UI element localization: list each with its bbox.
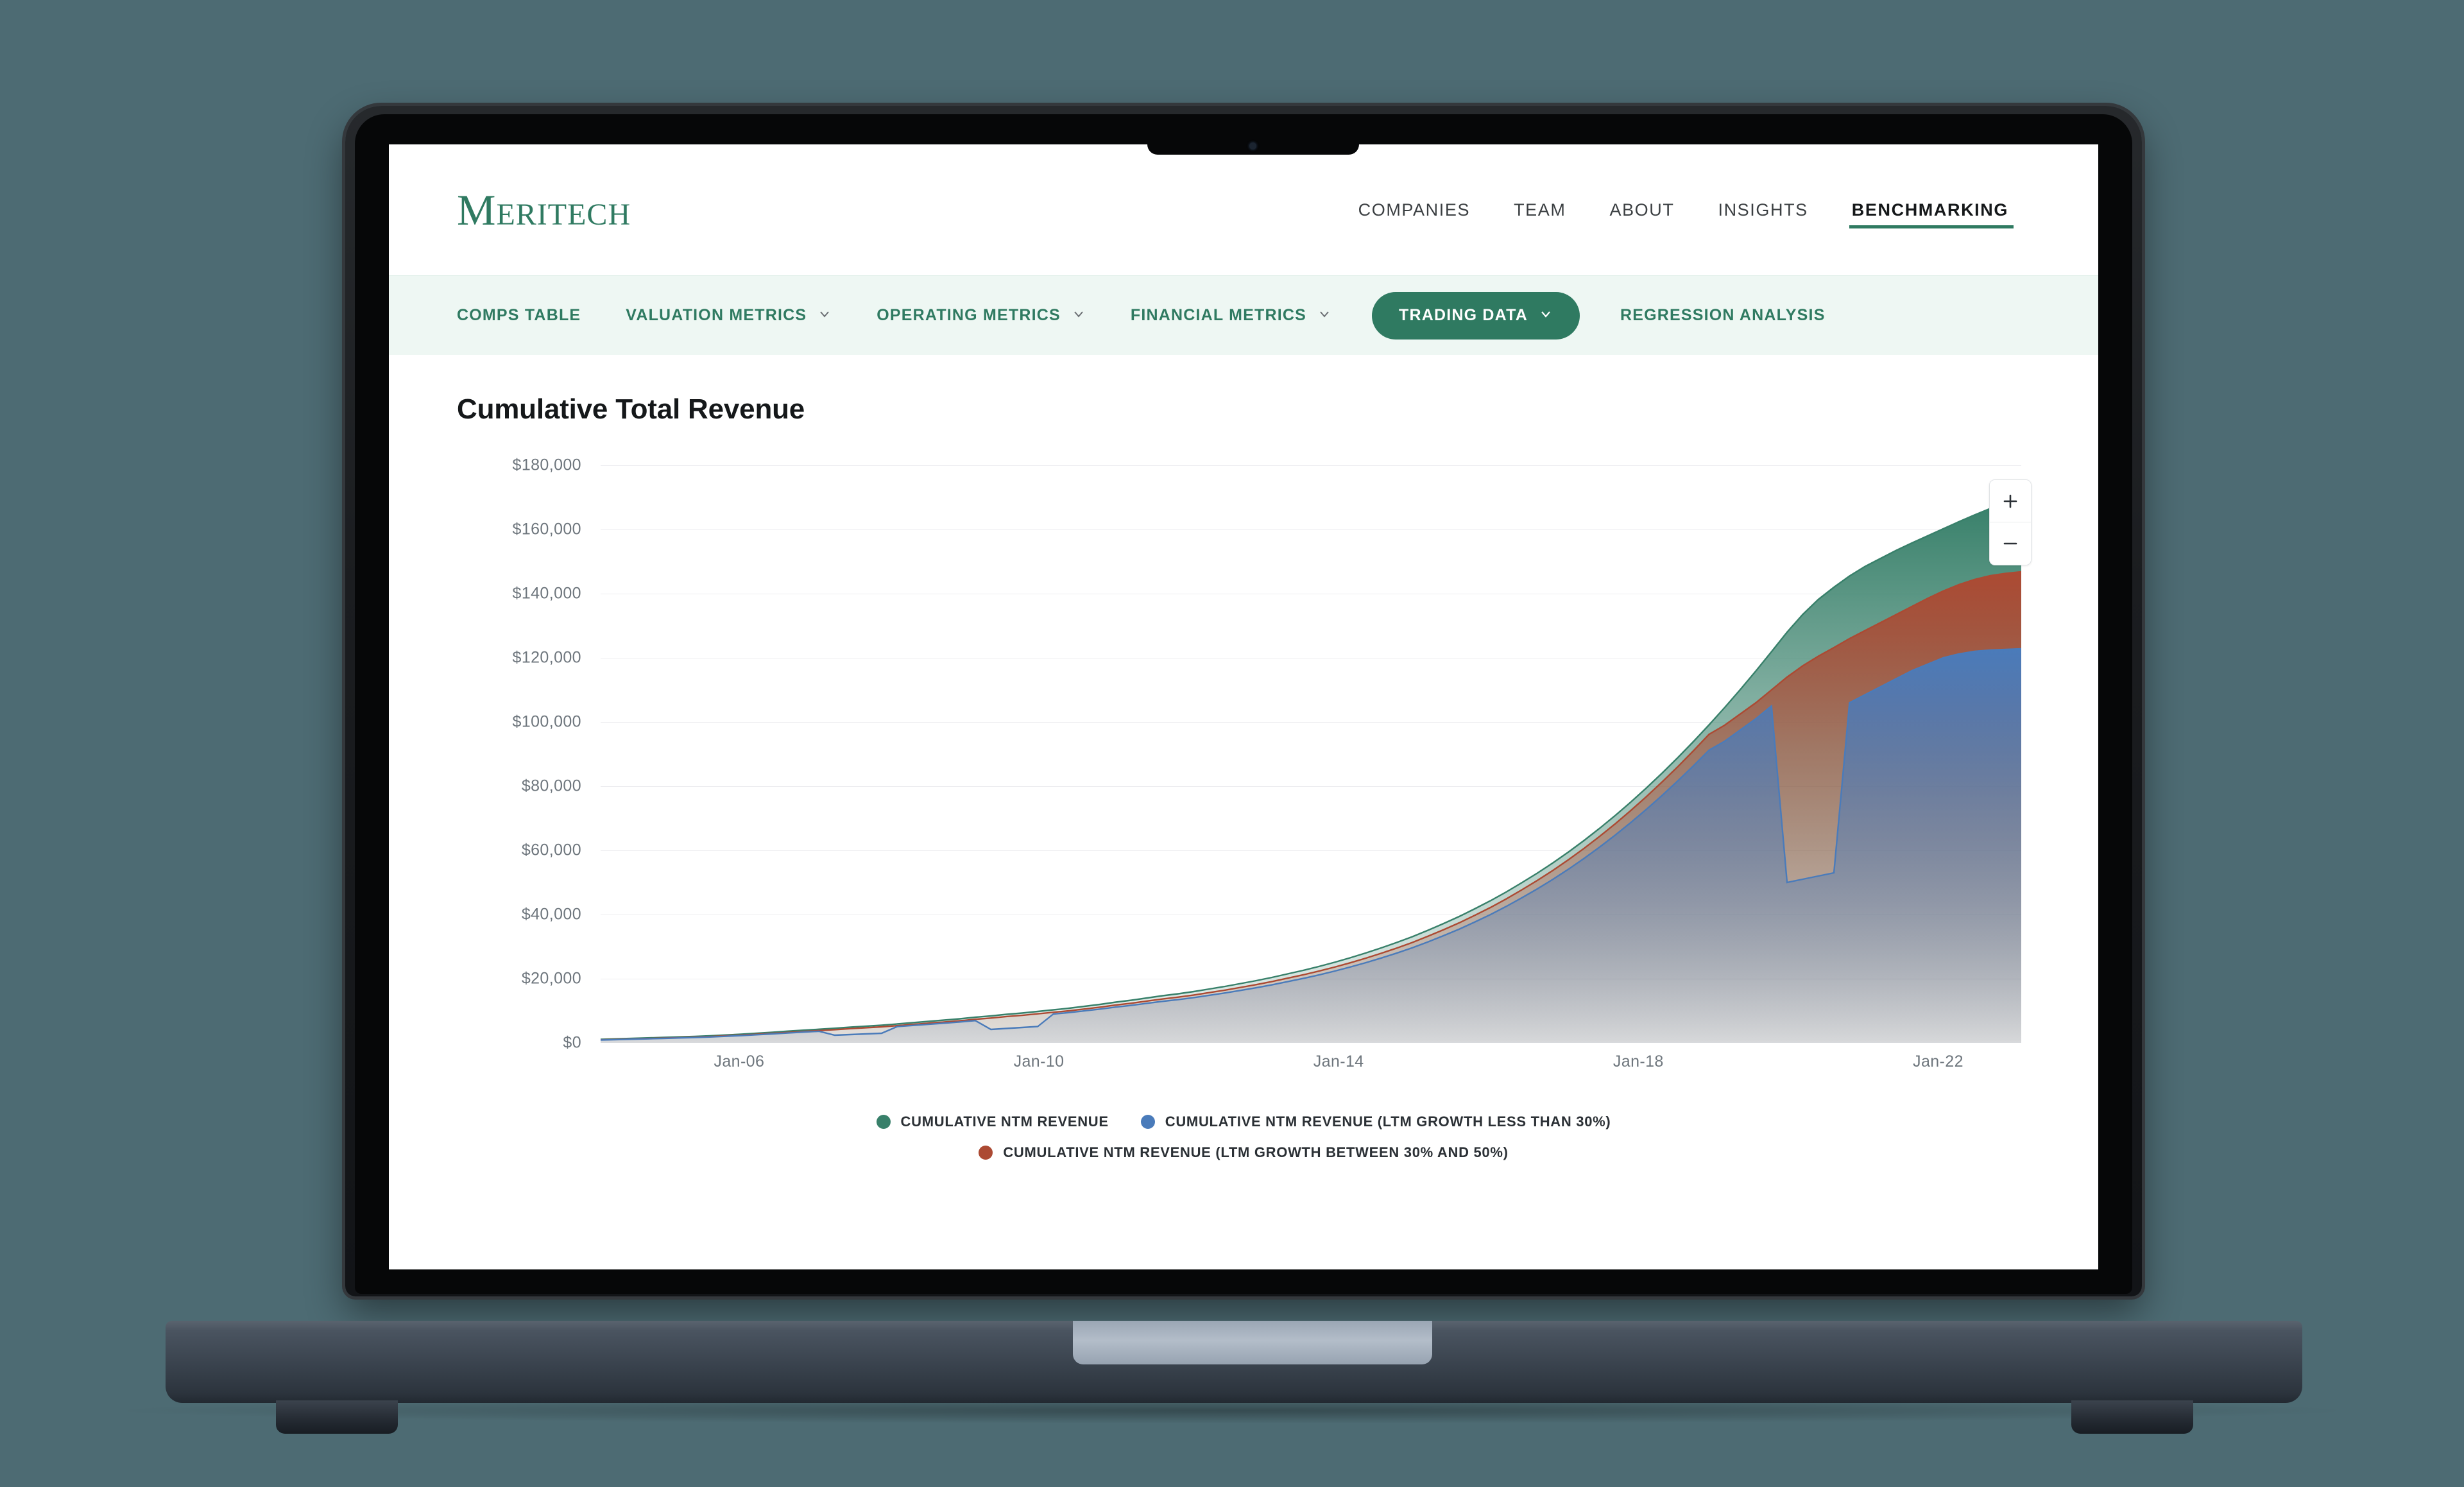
y-axis-tick: $100,000 xyxy=(512,712,581,731)
subnav-item-financial-metrics[interactable]: FINANCIAL METRICS xyxy=(1108,276,1354,356)
x-axis-tick: Jan-18 xyxy=(1613,1053,1664,1070)
y-axis-tick: $180,000 xyxy=(512,456,581,474)
y-axis-tick: $40,000 xyxy=(521,905,581,924)
nav-item-about[interactable]: ABOUT xyxy=(1609,200,1675,219)
gridline xyxy=(601,529,2021,530)
subnav-item-trading-data[interactable]: TRADING DATA xyxy=(1372,291,1580,340)
zoom-controls xyxy=(1989,479,2032,565)
subnav-label: VALUATION METRICS xyxy=(626,306,807,324)
chart-legend: CUMULATIVE NTM REVENUE CUMULATIVE NTM REV… xyxy=(389,1113,2098,1161)
legend-item[interactable]: CUMULATIVE NTM REVENUE xyxy=(876,1113,1109,1130)
legend-swatch-icon xyxy=(979,1146,993,1160)
legend-row: CUMULATIVE NTM REVENUE CUMULATIVE NTM REV… xyxy=(876,1113,1611,1130)
x-axis-tick: Jan-06 xyxy=(714,1053,765,1070)
chevron-down-icon xyxy=(1539,307,1553,321)
nav-item-team[interactable]: TEAM xyxy=(1514,200,1566,219)
gridline xyxy=(601,465,2021,466)
gridline xyxy=(601,850,2021,851)
x-axis-tick: Jan-22 xyxy=(1913,1053,1964,1070)
y-axis-tick: $60,000 xyxy=(521,841,581,859)
plot-area xyxy=(601,465,2021,1043)
line-series xyxy=(601,572,2021,1040)
gridline xyxy=(601,722,2021,723)
zoom-in-button[interactable] xyxy=(1990,480,2031,522)
legend-swatch-icon xyxy=(876,1115,891,1129)
legend-item[interactable]: CUMULATIVE NTM REVENUE (LTM GROWTH LESS … xyxy=(1140,1113,1611,1130)
nav-item-companies[interactable]: COMPANIES xyxy=(1358,200,1471,219)
gridline xyxy=(601,786,2021,787)
legend-swatch-icon xyxy=(1140,1115,1155,1129)
subnav-label: FINANCIAL METRICS xyxy=(1130,306,1306,324)
y-axis: $0 $20,000 $40,000 $60,000 $80,000 $100,000 $1… xyxy=(389,456,601,1052)
chevron-down-icon xyxy=(1072,307,1086,321)
y-axis-tick: $80,000 xyxy=(521,777,581,795)
nav-item-benchmarking[interactable]: BENCHMARKING xyxy=(1830,181,2030,239)
y-axis-tick: $140,000 xyxy=(512,584,581,603)
subnav-item-comps-table[interactable]: COMPS TABLE xyxy=(457,276,603,356)
area-series xyxy=(601,649,2021,1043)
subnav-item-valuation-metrics[interactable]: VALUATION METRICS xyxy=(603,276,854,356)
y-axis-tick: $120,000 xyxy=(512,648,581,667)
subnav-item-regression-analysis[interactable]: REGRESSION ANALYSIS xyxy=(1598,276,1848,356)
subnav-label: REGRESSION ANALYSIS xyxy=(1620,306,1826,324)
plus-icon xyxy=(2003,494,2017,508)
y-axis-tick: $0 xyxy=(563,1033,581,1052)
legend-label: CUMULATIVE NTM REVENUE (LTM GROWTH LESS … xyxy=(1165,1113,1611,1130)
x-axis-line xyxy=(601,1042,2021,1043)
legend-row: CUMULATIVE NTM REVENUE (LTM GROWTH BETWE… xyxy=(979,1144,1508,1161)
legend-item[interactable]: CUMULATIVE NTM REVENUE (LTM GROWTH BETWE… xyxy=(979,1144,1508,1161)
chevron-down-icon xyxy=(817,307,832,321)
subnav-label: COMPS TABLE xyxy=(457,306,581,324)
nav-item-insights[interactable]: INSIGHTS xyxy=(1718,200,1808,219)
line-series xyxy=(601,649,2021,1040)
y-axis-tick: $20,000 xyxy=(521,969,581,988)
plot-wrapper: $0 $20,000 $40,000 $60,000 $80,000 $100,000 $1… xyxy=(389,456,2098,1160)
y-axis-tick: $160,000 xyxy=(512,520,581,538)
x-axis-tick: Jan-14 xyxy=(1313,1053,1364,1070)
chart-card: Cumulative Total Revenue $0 $20,000 $40,00… xyxy=(389,355,2098,1160)
camera-icon xyxy=(1249,142,1256,150)
brand-logo[interactable]: Meritech xyxy=(457,185,631,234)
chevron-down-icon xyxy=(1317,307,1331,321)
subnav-label: TRADING DATA xyxy=(1399,306,1528,324)
screen-content: Meritech COMPANIES TEAM ABOUT INSIGHTS B… xyxy=(389,144,2098,1269)
x-axis-tick: Jan-10 xyxy=(1013,1053,1065,1070)
laptop-foot-left xyxy=(276,1400,398,1434)
chart-canvas xyxy=(601,465,2021,1043)
subnav-item-operating-metrics[interactable]: OPERATING METRICS xyxy=(854,276,1108,356)
subnav-label: OPERATING METRICS xyxy=(877,306,1061,324)
zoom-out-button[interactable] xyxy=(1990,522,2031,565)
sub-nav: COMPS TABLE VALUATION METRICS OPERATING … xyxy=(389,275,2098,355)
chart-title: Cumulative Total Revenue xyxy=(457,393,805,425)
main-nav: COMPANIES TEAM ABOUT INSIGHTS BENCHMARKI… xyxy=(1337,181,2030,239)
laptop-foot-right xyxy=(2071,1400,2193,1434)
minus-icon xyxy=(2003,542,2017,545)
legend-label: CUMULATIVE NTM REVENUE (LTM GROWTH BETWE… xyxy=(1003,1144,1509,1160)
line-series xyxy=(601,502,2021,1040)
site-header: Meritech COMPANIES TEAM ABOUT INSIGHTS B… xyxy=(389,144,2098,275)
laptop-base-notch xyxy=(1073,1321,1432,1364)
legend-label: CUMULATIVE NTM REVENUE xyxy=(900,1113,1109,1130)
x-axis: Jan-06 Jan-10 Jan-14 Jan-18 Jan-22 xyxy=(601,1053,2021,1091)
